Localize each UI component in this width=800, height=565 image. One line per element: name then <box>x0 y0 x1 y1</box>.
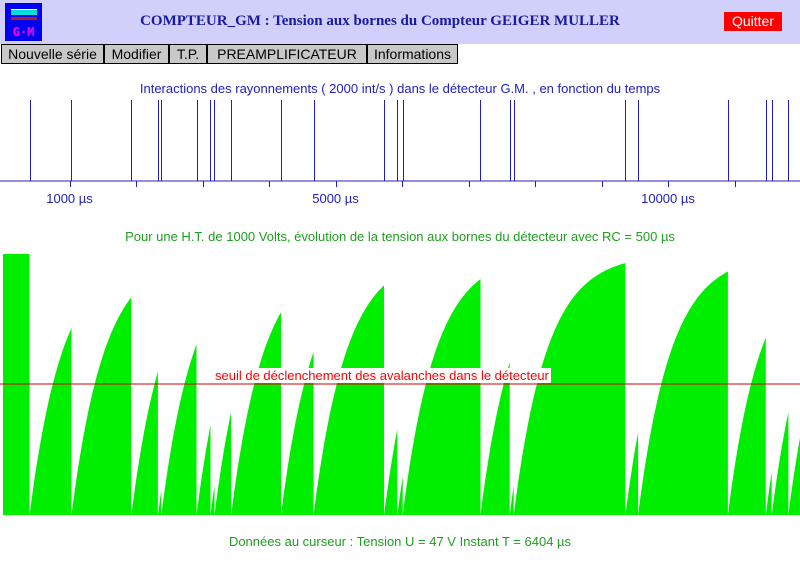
interactions-caption: Interactions des rayonnements ( 2000 int… <box>139 81 661 96</box>
threshold-label: seuil de déclenchement des avalanches da… <box>213 368 551 383</box>
axis-tick-label: 1000 µs <box>46 191 93 206</box>
menu-modifier[interactable]: Modifier <box>104 44 169 64</box>
cursor-readout: Données au curseur : Tension U = 47 V In… <box>228 534 572 549</box>
menu-nouvelle-serie[interactable]: Nouvelle série <box>1 44 104 64</box>
axis-tick-label: 10000 µs <box>641 191 695 206</box>
window-title: COMPTEUR_GM : Tension aux bornes du Comp… <box>140 13 620 29</box>
voltage-caption: Pour une H.T. de 1000 Volts, évolution d… <box>125 229 675 244</box>
logo-text: G·M <box>12 25 35 39</box>
voltage-area <box>3 254 800 515</box>
menu-tp[interactable]: T.P. <box>169 44 207 64</box>
menu-bar: Nouvelle série Modifier T.P. PREAMPLIFIC… <box>0 44 800 64</box>
menu-informations[interactable]: Informations <box>367 44 458 64</box>
menu-preamplificateur[interactable]: PREAMPLIFICATEUR <box>207 44 367 64</box>
title-bar: G·M COMPTEUR_GM : Tension aux bornes du … <box>0 0 800 44</box>
gm-counter-logo-icon: G·M <box>5 3 42 41</box>
quit-button[interactable]: Quitter <box>724 12 782 31</box>
axis-tick-label: 5000 µs <box>312 191 359 206</box>
